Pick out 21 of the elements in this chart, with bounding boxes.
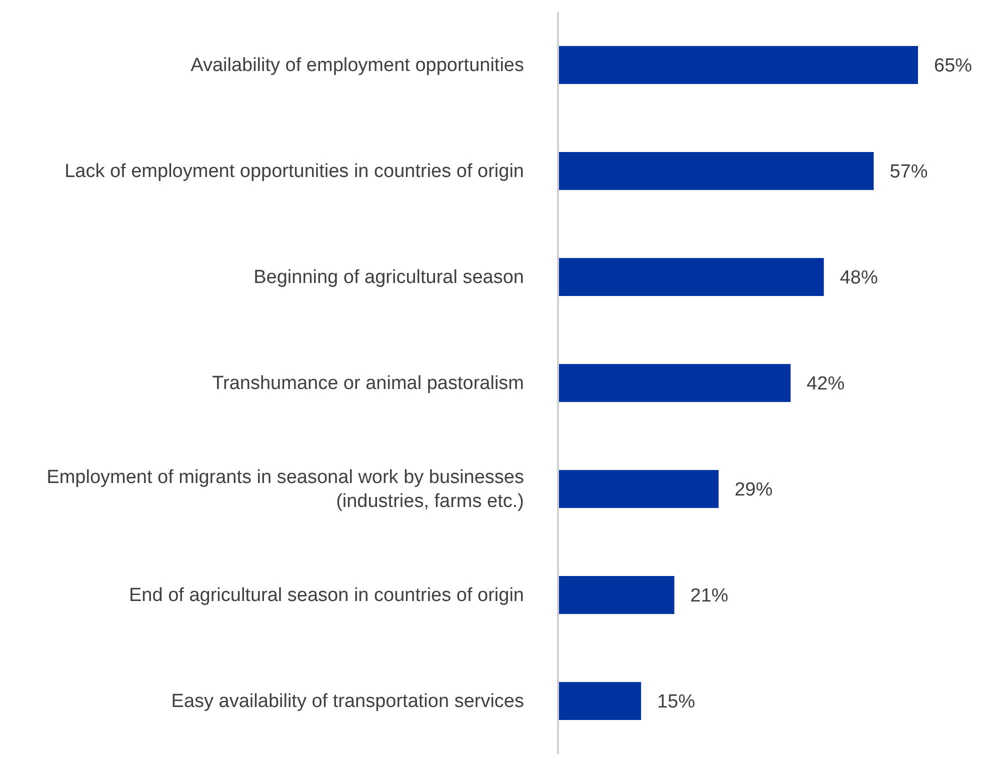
bar — [558, 470, 719, 508]
data-label: 42% — [806, 374, 845, 395]
y-tick-label: Employment of migrants in seasonal work by businesses (industries, farms etc.) — [46, 466, 524, 512]
bar — [558, 46, 918, 84]
y-tick-label: Beginning of agricultural season — [254, 266, 524, 288]
y-tick-label: Easy availability of transportation services — [171, 690, 524, 712]
y-tick-label: Availability of employment opportunities — [190, 54, 524, 76]
bar — [558, 258, 824, 296]
bar — [558, 152, 874, 190]
data-label: 15% — [657, 692, 696, 713]
bar — [558, 364, 791, 402]
y-tick-label: Transhumance or animal pastoralism — [212, 372, 524, 394]
data-label: 65% — [934, 56, 972, 77]
y-tick-label: End of agricultural season in countries of origin — [128, 584, 524, 606]
bar — [558, 576, 674, 614]
data-label: 57% — [890, 162, 928, 183]
y-tick-label: Lack of employment opportunities in countries of origin — [64, 160, 524, 182]
data-label: 48% — [840, 268, 878, 289]
data-label: 21% — [690, 586, 728, 607]
bar — [558, 682, 642, 720]
data-label: 29% — [734, 480, 773, 501]
